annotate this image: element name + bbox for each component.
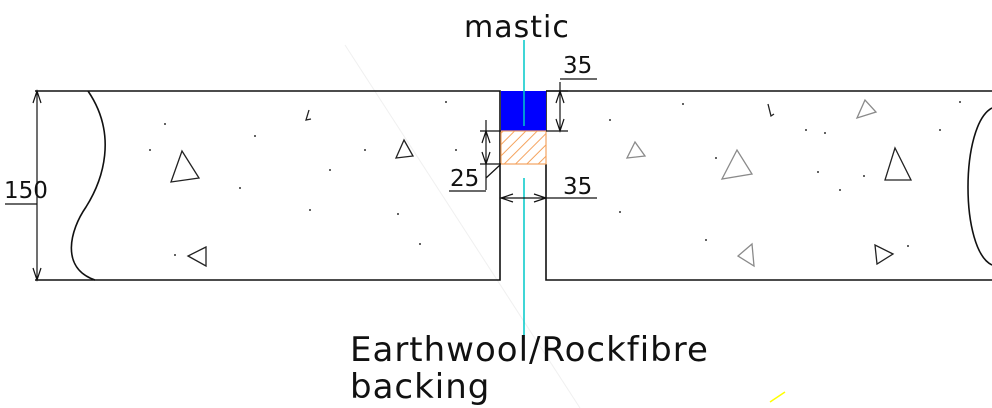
mastic-depth-label: 35 [563,53,592,79]
construction-mark [769,391,786,403]
right-slab-break-line [967,107,992,266]
backing-label-line2: backing [350,367,490,407]
left-slab-outline [35,90,501,281]
depth-dimension-arrows [32,89,42,282]
right-slab-outline [545,90,992,281]
backing-dimension-label: 25 [450,166,479,192]
depth-dimension-label: 150 [4,178,48,204]
left-aggregate [149,101,457,268]
right-aggregate [609,98,961,268]
joint-width-arrows [499,193,548,203]
backing-label-line1: Earthwool/Rockfibre [350,330,709,370]
joint-width-label: 35 [563,174,592,200]
construction-line [344,44,581,408]
backing-material [500,130,547,165]
backing-dimension-tick [485,164,501,179]
mastic-label: mastic [464,10,570,45]
backing-dimension-arrows [481,129,491,166]
